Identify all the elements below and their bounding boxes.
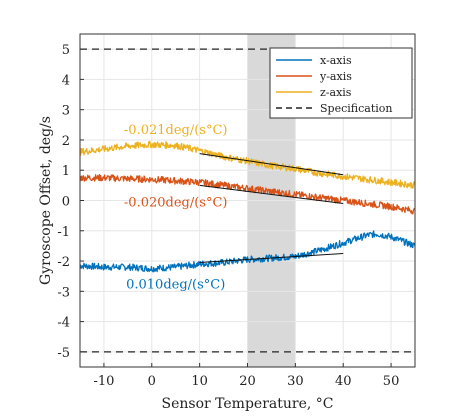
slope-annotation: 0.010deg/(s°C): [126, 277, 225, 292]
x-tick-label: -10: [93, 374, 114, 389]
y-axis-label: Gyroscope Offset, deg/s: [38, 116, 54, 285]
x-tick-label: 30: [287, 374, 304, 389]
legend-label: Specification: [320, 102, 392, 115]
slope-annotation: -0.020deg/(s°C): [124, 196, 228, 211]
x-tick-label: 0: [148, 374, 156, 389]
y-tick-label: -1: [57, 225, 70, 240]
y-tick-label: 2: [62, 134, 70, 149]
y-tick-label: 5: [62, 43, 70, 58]
y-tick-label: -2: [57, 255, 70, 270]
series-line-z-axis: [79, 140, 416, 189]
y-tick-label: 1: [62, 164, 70, 179]
x-axis-label: Sensor Temperature, °C: [162, 396, 334, 412]
y-tick-label: -3: [57, 285, 70, 300]
series-line-x-axis: [79, 230, 416, 273]
x-tick-label: 20: [239, 374, 256, 389]
y-tick-label: 3: [62, 104, 70, 119]
trend-line-x-axis: [199, 252, 344, 264]
y-tick-label: 4: [62, 73, 70, 88]
x-tick-label: 10: [191, 374, 208, 389]
y-tick-label: -5: [57, 346, 70, 361]
series-line-y-axis: [79, 173, 416, 215]
y-tick-label: 0: [62, 195, 70, 210]
legend-label: y-axis: [319, 70, 352, 83]
legend-label: x-axis: [320, 54, 352, 67]
slope-annotation: -0.021deg/(s°C): [124, 123, 228, 138]
trend-line-z-axis: [199, 153, 344, 176]
trend-line-y-axis: [199, 184, 344, 205]
plot-area: -0.021deg/(s°C) -0.020deg/(s°C) 0.010deg/(…: [38, 33, 416, 412]
x-tick-label: 50: [383, 374, 400, 389]
x-tick-label: 40: [335, 374, 352, 389]
legend-label: z-axis: [320, 86, 352, 99]
y-tick-label: -4: [57, 316, 70, 331]
